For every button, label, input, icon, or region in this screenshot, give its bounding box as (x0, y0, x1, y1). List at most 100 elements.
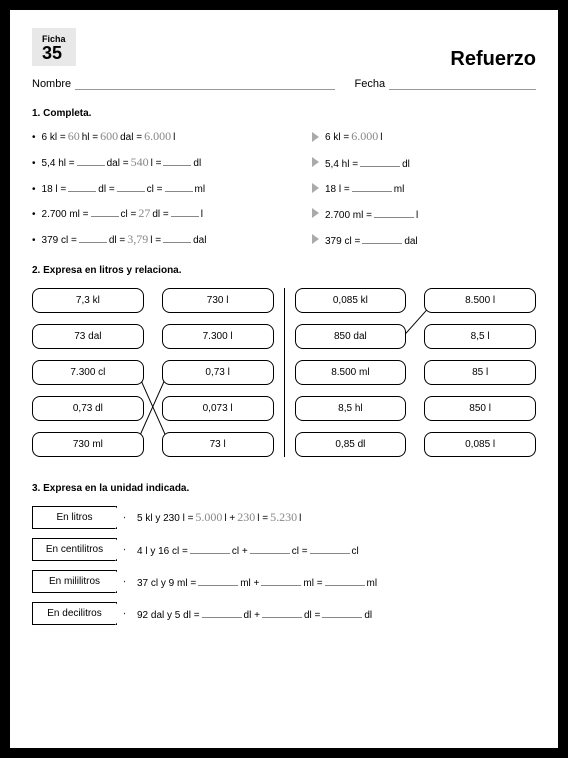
match-chip: 7,3 kl (32, 288, 144, 313)
fecha-blank (389, 78, 536, 90)
bullet-icon: • (32, 132, 36, 143)
blank (362, 232, 402, 244)
q1-left: •379 cl =dl =3,79l =dal (32, 231, 312, 247)
unit-arrow-box: En centilitros (32, 538, 117, 561)
blank (77, 154, 105, 166)
text: dal = (107, 158, 129, 169)
q1-right: 379 cl =dal (312, 232, 418, 247)
q1-right: 18 l =ml (312, 180, 404, 195)
text: l (299, 513, 301, 524)
bullet-icon: • (32, 184, 36, 195)
q1-left: •18 l =dl =cl =ml (32, 180, 312, 195)
blank (310, 542, 350, 554)
text: dl = (109, 235, 125, 246)
triangle-icon (312, 132, 319, 142)
answer: 60 (66, 129, 82, 144)
answer: 5.230 (268, 510, 299, 525)
blank (352, 180, 392, 192)
blank (68, 180, 96, 192)
text: 2.700 ml = (325, 210, 372, 221)
page-title: Refuerzo (450, 48, 536, 71)
match-chip: 8.500 l (424, 288, 536, 313)
q1-rows: •6 kl =60hl =600dal =6.000l6 kl =6.000l•… (32, 129, 536, 247)
answer: 3,79 (125, 232, 150, 247)
text: l = (257, 513, 268, 524)
text: l + (224, 513, 235, 524)
text: dl (193, 158, 201, 169)
q1-right: 5,4 hl =dl (312, 155, 410, 170)
blank (322, 606, 362, 618)
text: 5,4 hl = (42, 158, 75, 169)
q1-title: 1. Completa. (32, 108, 536, 119)
text: ml = (303, 578, 322, 589)
ficha-number: 35 (42, 44, 66, 62)
match-chip: 85 l (424, 360, 536, 385)
q2-columns: 7,3 kl73 dal7.300 cl0,73 dl730 ml 730 l7… (32, 288, 536, 457)
answer: 27 (136, 206, 152, 221)
text: dl (364, 610, 372, 621)
nombre-blank (75, 78, 334, 90)
unit-arrow-box: En litros (32, 506, 117, 529)
answer: 6.000 (142, 129, 173, 144)
blank (163, 231, 191, 243)
text: 5 kl y 230 l = (137, 513, 193, 524)
blank (374, 206, 414, 218)
q3-row: En litros5 kl y 230 l =5.000l +230l =5.2… (32, 506, 536, 529)
blank (261, 574, 301, 586)
blank (262, 606, 302, 618)
header-fields: Nombre Fecha (32, 78, 536, 90)
q1-right: 2.700 ml = l (312, 206, 418, 221)
match-chip: 8,5 l (424, 324, 536, 349)
answer: 600 (98, 129, 120, 144)
q2-title: 2. Expresa en litros y relaciona. (32, 265, 536, 276)
match-chip: 850 l (424, 396, 536, 421)
match-chip: 0,73 l (162, 360, 274, 385)
match-chip: 73 l (162, 432, 274, 457)
q3-equation: 37 cl y 9 ml =ml +ml =ml (137, 574, 536, 589)
blank (163, 154, 191, 166)
text: cl = (147, 184, 163, 195)
q2-col-right-a: 0,085 kl850 dal8.500 ml8,5 hl0,85 dl (295, 288, 407, 457)
text: l (416, 210, 418, 221)
q2-col-left-b: 730 l7.300 l0,73 l0,073 l73 l (162, 288, 274, 457)
q3-rows: En litros5 kl y 230 l =5.000l +230l =5.2… (32, 506, 536, 625)
text: dal (193, 235, 206, 246)
text: 6 kl = (42, 132, 66, 143)
text: cl = (121, 209, 137, 220)
nombre-label: Nombre (32, 78, 71, 90)
bullet-icon: • (32, 235, 36, 246)
match-chip: 8.500 ml (295, 360, 407, 385)
blank (171, 205, 199, 217)
fecha-label: Fecha (355, 78, 386, 90)
match-chip: 73 dal (32, 324, 144, 349)
text: cl + (232, 546, 248, 557)
q1-row: •379 cl =dl =3,79l =dal379 cl =dal (32, 231, 536, 247)
text: l (380, 132, 382, 143)
match-chip: 850 dal (295, 324, 407, 349)
text: dl + (244, 610, 260, 621)
triangle-icon (312, 183, 319, 193)
q3-equation: 4 l y 16 cl =cl +cl =cl (137, 542, 536, 557)
text: 379 cl = (42, 235, 77, 246)
q2-left-pair: 7,3 kl73 dal7.300 cl0,73 dl730 ml 730 l7… (32, 288, 274, 457)
text: 18 l = (42, 184, 67, 195)
unit-arrow-box: En mililitros (32, 570, 117, 593)
match-chip: 730 l (162, 288, 274, 313)
triangle-icon (312, 157, 319, 167)
answer: 6.000 (349, 129, 380, 144)
blank (117, 180, 145, 192)
ficha-box: Ficha 35 (32, 28, 76, 66)
bullet-icon: • (32, 209, 36, 220)
text: 5,4 hl = (325, 159, 358, 170)
match-chip: 0,085 kl (295, 288, 407, 313)
unit-arrow-box: En decilitros (32, 602, 117, 625)
text: dal = (120, 132, 142, 143)
q2-col-left-a: 7,3 kl73 dal7.300 cl0,73 dl730 ml (32, 288, 144, 457)
text: dl = (304, 610, 320, 621)
text: 18 l = (325, 184, 350, 195)
blank (250, 542, 290, 554)
text: dl = (98, 184, 114, 195)
q2-divider (284, 288, 285, 457)
text: 37 cl y 9 ml = (137, 578, 196, 589)
text: cl = (292, 546, 308, 557)
